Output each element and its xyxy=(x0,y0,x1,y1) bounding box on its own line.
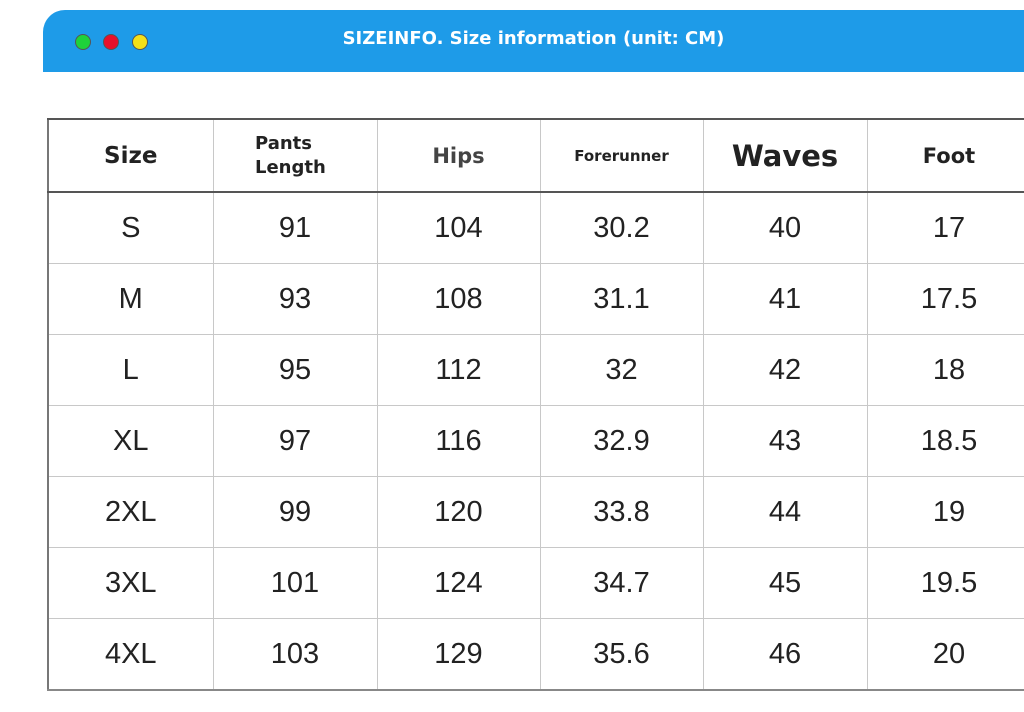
cell: 112 xyxy=(376,334,541,406)
cell: 42 xyxy=(702,334,868,406)
data-row: L 95 112 32 42 18 xyxy=(47,334,1024,406)
cell: 3XL xyxy=(47,547,214,619)
cell: 19 xyxy=(866,476,1024,548)
cell: 101 xyxy=(212,547,378,619)
column-header: Waves xyxy=(702,118,868,193)
data-row: XL 97 116 32.9 43 18.5 xyxy=(47,405,1024,477)
column-header-text: Hips xyxy=(432,143,485,168)
cell: 18.5 xyxy=(866,405,1024,477)
title: SIZEINFO. Size information (unit: CM) xyxy=(342,28,725,49)
cell: 104 xyxy=(376,191,541,264)
header-row: Size Pants Length Hips Forerunner Waves Foot xyxy=(47,118,1024,193)
cell: 17.5 xyxy=(866,263,1024,335)
cell: 34.7 xyxy=(539,547,704,619)
cell: 41 xyxy=(702,263,868,335)
cell: L xyxy=(47,334,214,406)
column-header-text: Forerunner xyxy=(574,146,669,165)
cell: 30.2 xyxy=(539,191,704,264)
cell: 33.8 xyxy=(539,476,704,548)
data-row: M 93 108 31.1 41 17.5 xyxy=(47,263,1024,335)
cell: 4XL xyxy=(47,618,214,691)
column-header: Pants Length xyxy=(212,118,378,193)
cell: XL xyxy=(47,405,214,477)
cell: 103 xyxy=(212,618,378,691)
cell: 129 xyxy=(376,618,541,691)
data-row: 4XL 103 129 35.6 46 20 xyxy=(47,618,1024,691)
data-row: S 91 104 30.2 40 17 xyxy=(47,191,1024,264)
cell: 108 xyxy=(376,263,541,335)
data-row: 3XL 101 124 34.7 45 19.5 xyxy=(47,547,1024,619)
column-header: Size xyxy=(47,118,214,193)
cell: 124 xyxy=(376,547,541,619)
cell: 31.1 xyxy=(539,263,704,335)
cell: M xyxy=(47,263,214,335)
column-header-text: Size xyxy=(104,142,158,169)
title-bar: SIZEINFO. Size information (unit: CM) xyxy=(43,10,1024,72)
cell: 32 xyxy=(539,334,704,406)
cell: 43 xyxy=(702,405,868,477)
cell: 35.6 xyxy=(539,618,704,691)
cell: 44 xyxy=(702,476,868,548)
column-header: Hips xyxy=(376,118,541,193)
window-dot-yellow xyxy=(132,34,148,50)
cell: 19.5 xyxy=(866,547,1024,619)
cell: 116 xyxy=(376,405,541,477)
cell: 120 xyxy=(376,476,541,548)
window-dot-red xyxy=(103,34,119,50)
column-header: Forerunner xyxy=(539,118,704,193)
cell: 46 xyxy=(702,618,868,691)
cell: 20 xyxy=(866,618,1024,691)
data-row: 2XL 99 120 33.8 44 19 xyxy=(47,476,1024,548)
cell: 18 xyxy=(866,334,1024,406)
cell: 95 xyxy=(212,334,378,406)
cell: 32.9 xyxy=(539,405,704,477)
cell: 40 xyxy=(702,191,868,264)
column-header-text: Pants Length xyxy=(255,132,326,178)
cell: 93 xyxy=(212,263,378,335)
cell: 2XL xyxy=(47,476,214,548)
cell: S xyxy=(47,191,214,264)
cell: 91 xyxy=(212,191,378,264)
cell: 97 xyxy=(212,405,378,477)
column-header-text: Foot xyxy=(922,143,976,168)
cell: 17 xyxy=(866,191,1024,264)
window-dot-green xyxy=(75,34,91,50)
column-header-text: Waves xyxy=(731,138,839,173)
cell: 99 xyxy=(212,476,378,548)
column-header: Foot xyxy=(866,118,1024,193)
cell: 45 xyxy=(702,547,868,619)
size-table: Size Pants Length Hips Forerunner Waves Foot S… xyxy=(47,118,1024,691)
